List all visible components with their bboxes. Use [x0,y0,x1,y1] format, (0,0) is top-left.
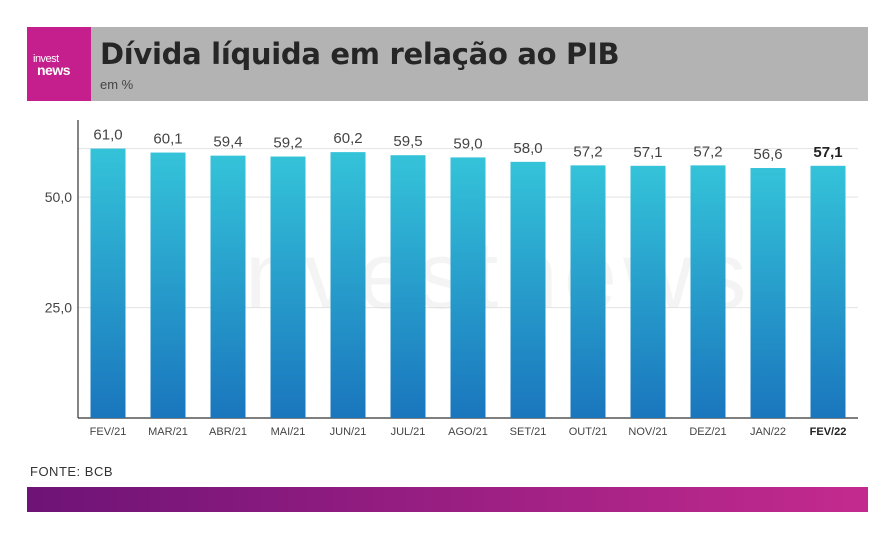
data-label: 61,0 [93,127,122,144]
bar-fev-21 [90,148,126,419]
x-tick-label: OUT/21 [569,426,608,438]
bar-dez-21 [690,165,726,418]
data-label: 57,2 [693,143,722,160]
data-label: 59,4 [213,134,242,151]
bar-ago-21 [450,157,486,418]
data-label: 59,0 [453,135,482,152]
bar-abr-21 [210,155,246,418]
x-tick-label: MAR/21 [148,426,188,438]
x-tick-label: MAI/21 [271,426,306,438]
x-tick-label: JUL/21 [391,426,426,438]
data-label: 56,6 [753,146,782,163]
bar-jan-22 [750,168,786,418]
bar-mar-21 [150,152,186,418]
x-tick-label: JUN/21 [330,426,367,438]
bar-mai-21 [270,156,306,419]
chart-subtitle: em % [100,77,134,92]
data-label: 58,0 [513,140,542,157]
bar-nov-21 [630,165,666,418]
data-label: 57,1 [813,144,842,161]
y-tick-label: 50,0 [45,189,72,205]
data-label: 60,1 [153,131,182,148]
bar-out-21 [570,165,606,418]
bar-jun-21 [330,152,366,418]
chart-title: Dívida líquida em relação ao PIB [100,37,620,71]
x-tick-label: FEV/22 [810,426,847,438]
logo-line2: news [37,62,71,78]
data-label: 57,2 [573,143,602,160]
data-label: 59,2 [273,135,302,152]
data-label: 60,2 [333,130,362,147]
data-label: 57,1 [633,144,662,161]
source-note: FONTE: BCB [30,464,114,479]
chart-header: invest news Dívida líquida em relação ao… [27,27,868,101]
investnews-logo: invest news [27,27,91,101]
data-label: 59,5 [393,133,422,150]
bars [90,148,846,419]
x-tick-label: FEV/21 [90,426,127,438]
y-tick-label: 25,0 [45,300,72,316]
x-tick-label: SET/21 [510,426,547,438]
x-tick-label: NOV/21 [628,426,667,438]
x-tick-label: AGO/21 [448,426,488,438]
x-tick-label: JAN/22 [750,426,786,438]
footer-bar [27,487,868,512]
bar-jul-21 [390,155,426,419]
bar-fev-22 [810,165,846,418]
logo-line1: invest [33,53,59,65]
bar-set-21 [510,161,546,419]
x-tick-label: DEZ/21 [689,426,726,438]
x-tick-label: ABR/21 [209,426,247,438]
labels: 25,0 50,0 61,0 FEV/21 60,1 MAR/21 59,4 ABR/21 59… [45,127,847,438]
